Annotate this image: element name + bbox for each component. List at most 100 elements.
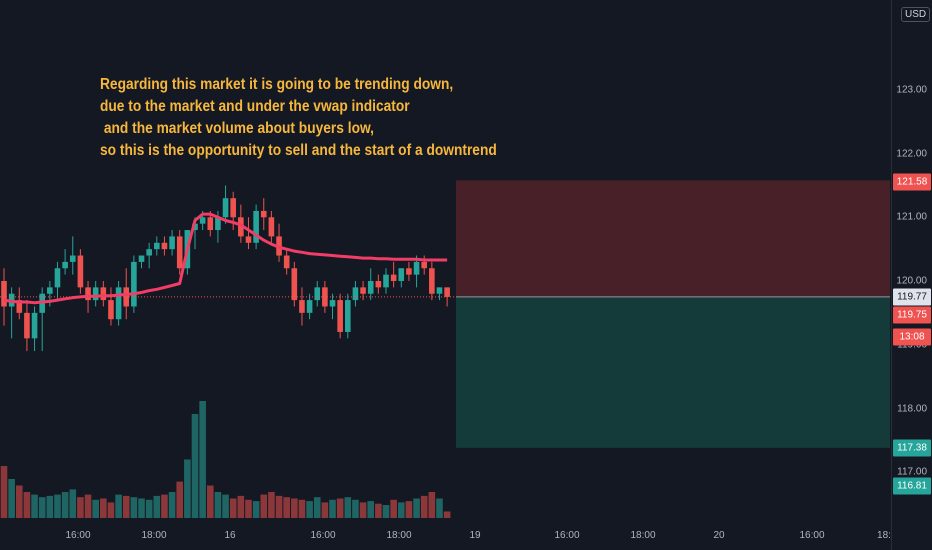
x-tick: 16:00 <box>799 530 825 541</box>
candle-body <box>253 210 259 243</box>
candle-body <box>54 268 61 288</box>
candle-body <box>31 312 38 339</box>
volume-bar <box>54 494 61 518</box>
currency-button[interactable]: USD <box>901 7 931 22</box>
y-tick: 117.00 <box>897 466 927 478</box>
volume-bar <box>359 502 367 518</box>
position-zones <box>456 180 890 448</box>
x-tick: 18:00 <box>141 530 167 541</box>
volume-bar <box>77 497 84 518</box>
candle-body <box>299 300 305 313</box>
volume-bar <box>122 495 130 518</box>
volume-bar <box>382 505 390 518</box>
candle-body <box>108 300 114 320</box>
volume-bar <box>298 499 306 518</box>
candle-body <box>176 236 183 269</box>
candle-body <box>222 198 229 218</box>
volume-bar <box>443 511 451 518</box>
volume-bars <box>0 401 451 518</box>
volume-bar <box>275 495 283 518</box>
low-price-tag: 116.81 <box>893 477 931 495</box>
y-tick: 123.00 <box>896 84 927 96</box>
annotation-line: so this is the opportunity to sell and t… <box>100 142 497 159</box>
candle-body <box>413 261 420 275</box>
candle-body <box>375 281 382 288</box>
volume-bar <box>329 499 336 518</box>
volume-bar <box>375 503 382 518</box>
vwap-line <box>3 212 448 305</box>
volume-bar <box>336 498 344 518</box>
volume-bar <box>397 502 405 518</box>
volume-bar <box>31 494 38 518</box>
candle-body <box>199 217 206 224</box>
volume-bar <box>8 479 15 518</box>
candle-body <box>345 300 351 332</box>
volume-bar <box>23 492 31 518</box>
candle-body <box>314 287 321 301</box>
volume-bar <box>69 489 77 518</box>
volume-bar <box>115 494 122 518</box>
volume-bar <box>367 501 375 518</box>
candle-body <box>245 236 252 243</box>
candle-body <box>154 242 160 250</box>
volume-bar <box>214 492 222 518</box>
candle-body <box>85 287 91 301</box>
volume-bar <box>84 494 92 518</box>
volume-bar <box>313 497 321 518</box>
volume-bar <box>291 498 298 518</box>
candle-body <box>100 287 107 301</box>
candle-body <box>69 255 76 262</box>
volume-bar <box>92 499 99 518</box>
candle-body <box>77 255 84 288</box>
volume-bar <box>436 498 443 518</box>
volume-bar <box>321 502 329 518</box>
volume-bar <box>206 485 214 518</box>
x-tick: 16:00 <box>65 530 91 541</box>
candle-body <box>131 261 137 307</box>
candle-body <box>306 300 313 313</box>
candle-body <box>406 268 412 275</box>
stop-loss-zone <box>456 180 890 297</box>
candle-body <box>115 287 122 320</box>
annotation-line: due to the market and under the vwap ind… <box>100 98 410 115</box>
take-profit-zone <box>456 296 890 448</box>
volume-bar <box>237 495 245 518</box>
volume-bar <box>260 494 268 518</box>
volume-bar <box>306 501 313 518</box>
candle-body <box>429 268 435 294</box>
x-tick: 16:00 <box>554 530 580 541</box>
candle-body <box>260 210 267 218</box>
y-tick: 118.00 <box>897 403 927 415</box>
volume-bar <box>145 499 153 518</box>
volume-bar <box>161 494 168 518</box>
volume-bar <box>153 495 161 518</box>
entry-price-tag: 119.75 <box>893 306 931 324</box>
volume-bar <box>138 498 145 518</box>
candle-body <box>291 268 298 301</box>
volume-bar <box>390 499 397 518</box>
volume-bar <box>428 492 436 518</box>
candle-body <box>436 287 443 294</box>
candle-body <box>283 255 290 269</box>
current-price-tag: 119.77 <box>893 288 931 306</box>
volume-bar <box>268 492 275 518</box>
volume-bar <box>413 498 420 518</box>
candle-body <box>398 268 405 281</box>
candle-body <box>444 287 450 297</box>
candle-body <box>230 198 236 218</box>
candle-body <box>390 274 397 281</box>
candle-body <box>360 287 366 294</box>
candle-body <box>268 217 275 237</box>
volume-bar <box>344 497 352 518</box>
candle-body <box>192 223 198 231</box>
candle-body <box>146 249 152 256</box>
price-axis[interactable]: 123.00 122.00 121.00 120.00 119.00 118.0… <box>891 0 932 550</box>
volume-bar <box>107 502 115 518</box>
annotation-line: Regarding this market it is going to be … <box>100 76 454 93</box>
candle-body <box>138 255 145 262</box>
candle-body <box>207 217 214 231</box>
candle-body <box>169 236 175 250</box>
candle-body <box>352 287 359 301</box>
volume-bar <box>184 459 191 518</box>
